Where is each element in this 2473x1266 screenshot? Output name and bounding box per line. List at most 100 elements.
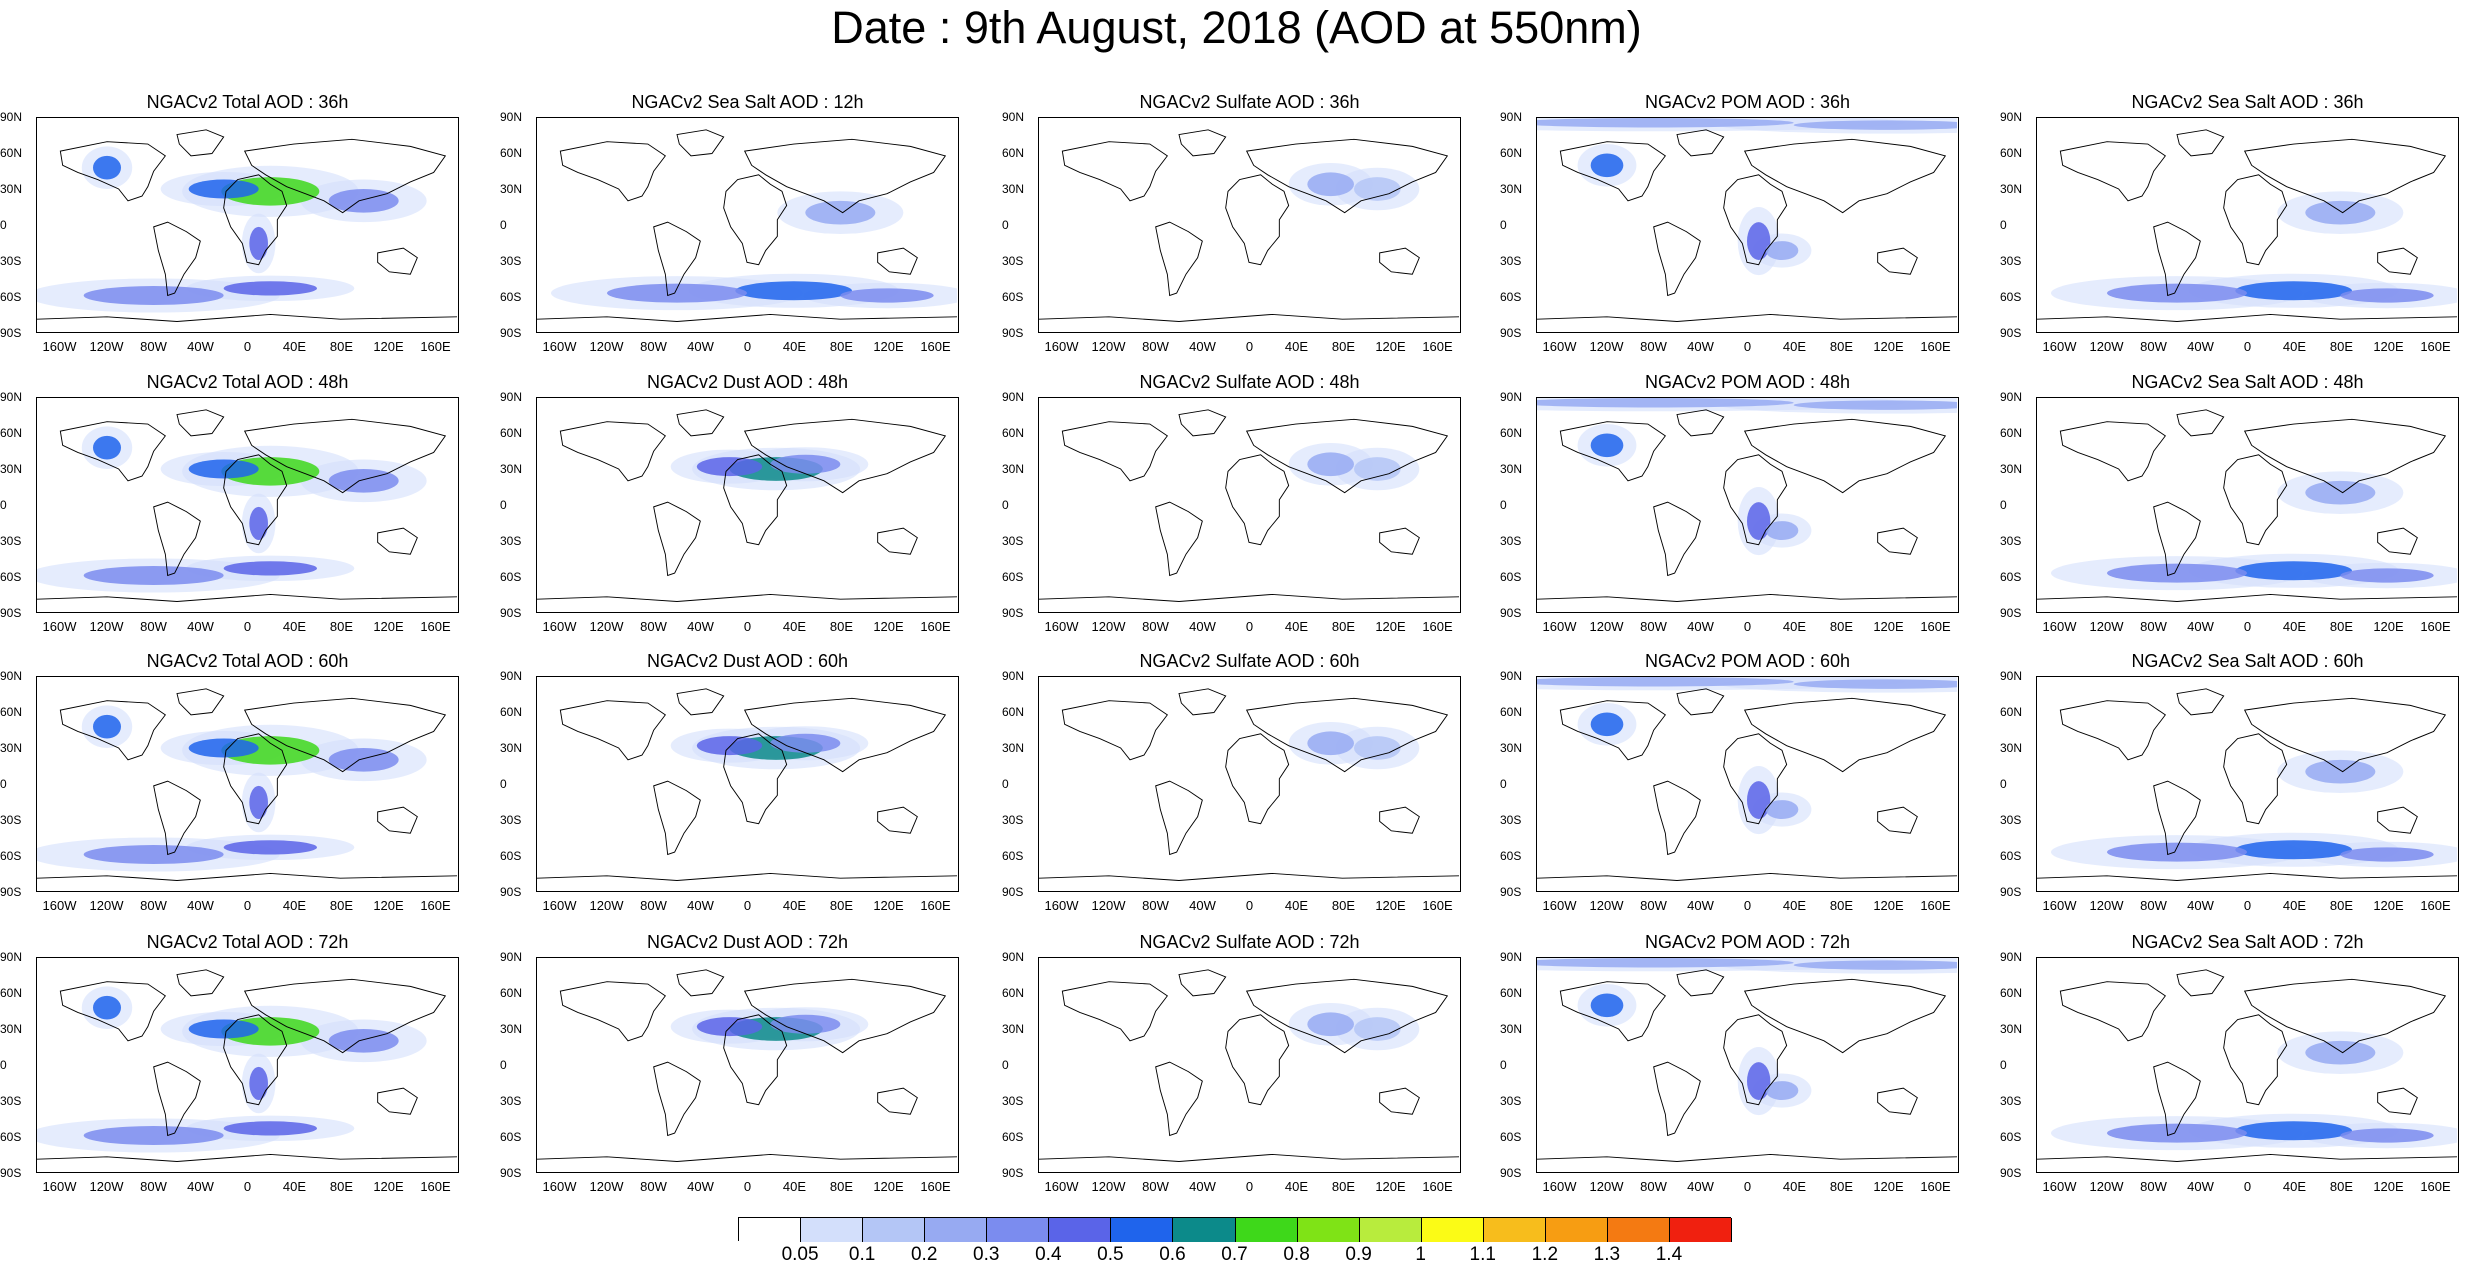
longitude-tick-label: 0 — [2243, 619, 2252, 634]
longitude-tick-label: 80W — [640, 898, 667, 913]
coastline — [1537, 1153, 1958, 1163]
longitude-tick-label: 160W — [1542, 1179, 1577, 1194]
colorbar-box — [925, 1218, 988, 1242]
aod-region — [2235, 561, 2352, 581]
aod-region — [328, 1029, 399, 1053]
aod-region — [1354, 457, 1401, 481]
latitude-tick-label: 30N — [1002, 462, 1025, 476]
coastline — [377, 1087, 418, 1115]
longitude-tick-label: 160E — [2420, 619, 2451, 634]
aod-region — [1747, 781, 1771, 819]
latitude-tick-label: 60N — [1002, 426, 1025, 440]
map-panel: NGACv2 Dust AOD : 60h 90N 60N 30N 0 30S 60S 90S… — [500, 651, 1004, 921]
longitude-tick-label: 120W — [89, 898, 124, 913]
longitude-tick-label: 160W — [1542, 898, 1577, 913]
coastline — [1653, 501, 1701, 577]
coastline — [1743, 978, 1947, 1054]
panel-title: NGACv2 Sea Salt AOD : 60h — [2131, 651, 2364, 671]
map-panel: NGACv2 Dust AOD : 48h 90N 60N 30N 0 30S 60S 90S… — [500, 372, 1004, 642]
longitude-tick-label: 120W — [89, 1179, 124, 1194]
colorbar-label: 0.2 — [910, 1244, 938, 1265]
latitude-tick-label: 0 — [1500, 498, 1507, 512]
panel-title: NGACv2 Sulfate AOD : 60h — [1139, 651, 1360, 671]
latitude-tick-label: 0 — [0, 777, 7, 791]
map-frame — [1536, 117, 1959, 333]
latitude-tick-label: 30N — [1002, 182, 1025, 196]
latitude-tick-label: 60S — [500, 570, 522, 584]
longitude-tick-label: 40E — [782, 619, 807, 634]
longitude-tick-label: 160E — [2420, 339, 2451, 354]
coastline — [1877, 806, 1918, 834]
longitude-tick-label: 0 — [743, 1179, 752, 1194]
longitude-tick-label: 0 — [243, 619, 252, 634]
longitude-tick-label: 40E — [1284, 898, 1309, 913]
colorbar-box — [1173, 1218, 1236, 1242]
coastline — [1653, 780, 1701, 856]
latitude-tick-label: 90N — [500, 390, 523, 404]
longitude-tick-label: 80E — [2329, 619, 2354, 634]
coastline — [1743, 418, 1947, 494]
world-map — [2037, 129, 2458, 323]
latitude-tick-label: 30N — [2000, 182, 2023, 196]
coastline — [37, 872, 458, 882]
aod-region — [2305, 200, 2376, 225]
aod-region — [2235, 281, 2352, 301]
latitude-tick-label: 90S — [2000, 1166, 2022, 1180]
longitude-tick-label: 80E — [1829, 339, 1854, 354]
aod-region — [2340, 568, 2434, 583]
latitude-tick-label: 90S — [0, 326, 22, 340]
colorbar-label: 0.7 — [1221, 1244, 1248, 1265]
coastline — [176, 129, 225, 157]
aod-region — [2107, 1123, 2247, 1143]
aod-region — [93, 155, 121, 180]
coastline — [2176, 409, 2225, 437]
map-panel: NGACv2 Sea Salt AOD : 72h 90N 60N 30N 0 30S 60… — [2000, 932, 2473, 1202]
latitude-tick-label: 0 — [2000, 218, 2007, 232]
colorbar-box — [863, 1218, 926, 1242]
latitude-tick-label: 0 — [0, 498, 7, 512]
world-map — [537, 129, 958, 323]
colorbar-label: 1 — [1415, 1244, 1426, 1265]
longitude-tick-label: 120W — [1091, 339, 1126, 354]
longitude-tick-label: 40E — [1782, 1179, 1807, 1194]
aod-region — [2340, 1128, 2434, 1143]
aod-region — [223, 281, 317, 296]
map-panel: NGACv2 Total AOD : 72h 90N 60N 30N 0 30S 60S 90… — [0, 932, 504, 1202]
latitude-tick-label: 30N — [0, 182, 23, 196]
panel-title: NGACv2 Sea Salt AOD : 48h — [2131, 372, 2364, 392]
longitude-tick-label: 160E — [1422, 339, 1453, 354]
coastline — [1379, 1087, 1420, 1115]
aod-region — [696, 457, 763, 477]
longitude-tick-label: 80W — [1142, 1179, 1169, 1194]
coastline — [877, 1087, 918, 1115]
latitude-tick-label: 60N — [1500, 426, 1523, 440]
latitude-tick-label: 30S — [1500, 1094, 1522, 1108]
longitude-tick-label: 40E — [282, 1179, 307, 1194]
latitude-tick-label: 30N — [1002, 1022, 1025, 1036]
panel-title: NGACv2 Sea Salt AOD : 36h — [2131, 92, 2364, 112]
longitude-tick-label: 120E — [2373, 619, 2404, 634]
longitude-tick-label: 120E — [1375, 339, 1406, 354]
longitude-tick-label: 160E — [920, 339, 951, 354]
latitude-tick-label: 90S — [500, 1166, 522, 1180]
longitude-tick-label: 120W — [2089, 619, 2124, 634]
colorbar-box — [1607, 1218, 1670, 1242]
coastline — [2059, 700, 2167, 761]
longitude-tick-label: 120W — [1091, 1179, 1126, 1194]
aod-region — [93, 714, 121, 739]
longitude-tick-label: 80E — [1331, 619, 1356, 634]
latitude-tick-label: 30N — [500, 182, 523, 196]
latitude-tick-label: 60S — [1500, 290, 1522, 304]
longitude-tick-label: 40E — [282, 619, 307, 634]
aod-region — [770, 733, 841, 753]
latitude-tick-label: 60S — [1002, 570, 1024, 584]
panel-title: NGACv2 Sulfate AOD : 36h — [1139, 92, 1360, 112]
coastline — [537, 593, 958, 603]
longitude-tick-label: 80W — [640, 339, 667, 354]
latitude-tick-label: 0 — [0, 1058, 7, 1072]
coastline — [1537, 593, 1958, 603]
latitude-tick-label: 60N — [500, 146, 523, 160]
latitude-tick-label: 90N — [1002, 110, 1025, 124]
colorbar-box — [801, 1218, 864, 1242]
aod-region — [2235, 1121, 2352, 1141]
